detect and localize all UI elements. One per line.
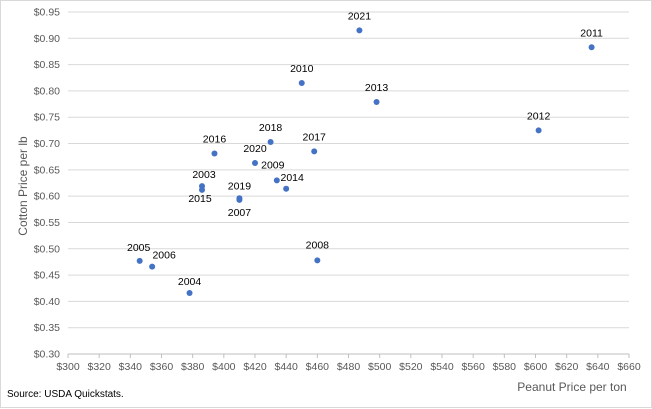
x-tick-label: $580: [493, 361, 517, 373]
x-tick-label: $600: [524, 361, 548, 373]
data-label-2009: 2009: [261, 159, 285, 171]
data-point-2020: [252, 160, 258, 167]
x-tick-label: $340: [119, 361, 143, 373]
x-tick-labels: $300 $320 $340 $360 $380 $400 $420 $440 $460 $480…: [56, 361, 641, 373]
x-tick-label: $520: [399, 361, 423, 373]
data-label-2013: 2013: [365, 82, 389, 94]
x-tick-label: $540: [430, 361, 454, 373]
data-label-2006: 2006: [152, 250, 176, 262]
data-point-2005: [136, 257, 143, 264]
data-point-2012: [535, 127, 542, 134]
data-label-2015: 2015: [188, 193, 212, 205]
gridlines: [68, 11, 629, 329]
y-tick-label: $0.80: [34, 85, 60, 97]
x-tick-label: $620: [555, 361, 579, 373]
x-tick-label: $560: [461, 361, 485, 373]
y-tick-label: $0.65: [34, 164, 60, 176]
data-label-2008: 2008: [306, 239, 330, 251]
data-point-2013: [373, 98, 380, 105]
data-label-2005: 2005: [127, 242, 151, 254]
data-point-2009: [273, 177, 280, 184]
data-label-2012: 2012: [527, 110, 551, 122]
x-tick-label: $660: [617, 361, 641, 373]
x-tick-label: $320: [87, 361, 111, 373]
x-tick-label: $460: [306, 361, 330, 373]
y-tick-label: $0.50: [34, 243, 60, 255]
data-point-2018: [267, 138, 274, 145]
data-label-2017: 2017: [303, 131, 327, 143]
data-label-2003: 2003: [192, 169, 216, 181]
data-point-2017: [311, 148, 318, 155]
y-tick-label: $0.55: [34, 217, 60, 229]
data-label-2011: 2011: [580, 27, 603, 39]
y-tick-label: $0.40: [34, 296, 60, 308]
data-point-2015: [199, 186, 206, 193]
x-tick-label: $380: [181, 361, 205, 373]
data-label-2020: 2020: [243, 143, 267, 155]
x-tick-label: $480: [337, 361, 361, 373]
x-tick-label: $640: [586, 361, 610, 373]
data-point-2008: [314, 257, 321, 264]
axes: [67, 353, 630, 358]
data-label-2018: 2018: [259, 122, 283, 134]
x-axis-title: Peanut Price per ton: [517, 380, 626, 394]
y-tick-label: $0.75: [34, 112, 60, 124]
data-point-2011: [588, 44, 595, 51]
x-tick-label: $420: [243, 361, 267, 373]
data-points: [136, 27, 595, 296]
data-point-2014: [283, 185, 290, 192]
y-tick-labels: $0.30 $0.35 $0.40 $0.45 $0.50 $0.55 $0.60 $0.65…: [34, 7, 60, 361]
x-tick-label: $440: [274, 361, 298, 373]
y-axis-title: Cotton Price per lb: [16, 136, 30, 236]
data-point-2006: [149, 263, 156, 270]
data-label-2014: 2014: [280, 172, 304, 184]
y-tick-label: $0.85: [34, 59, 60, 71]
y-tick-label: $0.90: [34, 33, 60, 45]
data-point-2016: [211, 150, 218, 157]
data-point-2019: [236, 195, 243, 202]
data-label-2016: 2016: [203, 134, 227, 146]
y-tick-label: $0.70: [34, 138, 60, 150]
x-tick-label: $360: [150, 361, 174, 373]
data-label-2004: 2004: [178, 276, 202, 288]
y-tick-label: $0.95: [34, 7, 60, 19]
data-label-2010: 2010: [290, 63, 314, 75]
y-tick-label: $0.30: [34, 349, 60, 361]
data-label-2021: 2021: [348, 10, 372, 22]
data-label-2019: 2019: [228, 180, 252, 192]
data-label-2007: 2007: [228, 207, 252, 219]
data-point-2021: [356, 27, 363, 34]
x-tick-label: $500: [368, 361, 392, 373]
source-note: Source: USDA Quickstats.: [7, 389, 124, 400]
y-tick-label: $0.60: [34, 191, 60, 203]
data-point-2010: [298, 80, 305, 87]
x-tick-label: $300: [56, 361, 80, 373]
x-tick-label: $400: [212, 361, 236, 373]
y-tick-label: $0.35: [34, 322, 60, 334]
y-tick-label: $0.45: [34, 270, 60, 282]
data-point-2004: [186, 289, 193, 296]
